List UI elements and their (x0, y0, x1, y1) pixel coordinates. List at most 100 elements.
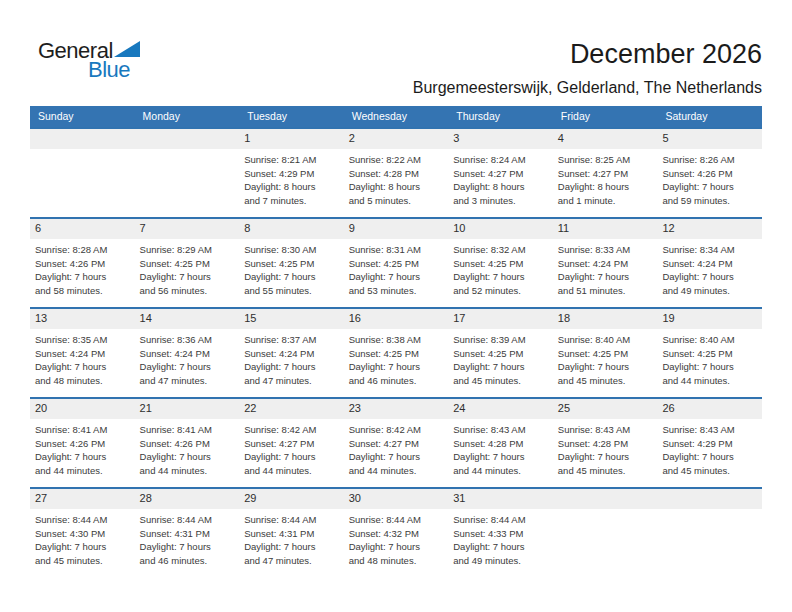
sunrise-text: Sunrise: 8:40 AM (662, 333, 759, 347)
sunset-text: Sunset: 4:25 PM (662, 347, 759, 361)
daylight-text-line2: and 47 minutes. (244, 374, 341, 388)
calendar-week-row: 6Sunrise: 8:28 AMSunset: 4:26 PMDaylight… (30, 218, 762, 308)
day-details: Sunrise: 8:38 AMSunset: 4:25 PMDaylight:… (344, 329, 449, 387)
daylight-text-line2: and 52 minutes. (453, 284, 550, 298)
calendar-day-cell: 6Sunrise: 8:28 AMSunset: 4:26 PMDaylight… (30, 218, 135, 308)
sunrise-text: Sunrise: 8:43 AM (453, 423, 550, 437)
calendar-week-row: 13Sunrise: 8:35 AMSunset: 4:24 PMDayligh… (30, 308, 762, 398)
day-details (135, 149, 240, 153)
sunrise-text: Sunrise: 8:35 AM (35, 333, 132, 347)
daylight-text-line2: and 48 minutes. (35, 374, 132, 388)
sunrise-text: Sunrise: 8:30 AM (244, 243, 341, 257)
daylight-text-line1: Daylight: 7 hours (662, 450, 759, 464)
daylight-text-line2: and 1 minute. (558, 194, 655, 208)
logo-text-blue: Blue (88, 59, 140, 81)
sunset-text: Sunset: 4:25 PM (453, 257, 550, 271)
day-number: 12 (657, 219, 762, 239)
general-blue-logo: General Blue (38, 40, 140, 81)
day-number: 22 (239, 399, 344, 419)
day-details: Sunrise: 8:32 AMSunset: 4:25 PMDaylight:… (448, 239, 553, 297)
daylight-text-line2: and 44 minutes. (662, 374, 759, 388)
sunset-text: Sunset: 4:27 PM (244, 437, 341, 451)
daylight-text-line1: Daylight: 8 hours (349, 180, 446, 194)
sunrise-text: Sunrise: 8:44 AM (453, 513, 550, 527)
calendar-day-cell: 22Sunrise: 8:42 AMSunset: 4:27 PMDayligh… (239, 398, 344, 488)
sunset-text: Sunset: 4:24 PM (244, 347, 341, 361)
daylight-text-line1: Daylight: 7 hours (349, 270, 446, 284)
title-block: December 2026 Burgemeesterswijk, Gelderl… (413, 40, 762, 97)
day-number: 31 (448, 489, 553, 509)
sunset-text: Sunset: 4:28 PM (453, 437, 550, 451)
sunset-text: Sunset: 4:33 PM (453, 527, 550, 541)
day-details: Sunrise: 8:29 AMSunset: 4:25 PMDaylight:… (135, 239, 240, 297)
sunset-text: Sunset: 4:25 PM (349, 347, 446, 361)
sunrise-text: Sunrise: 8:44 AM (35, 513, 132, 527)
daylight-text-line2: and 49 minutes. (453, 554, 550, 568)
sunset-text: Sunset: 4:29 PM (244, 167, 341, 181)
daylight-text-line2: and 49 minutes. (662, 284, 759, 298)
daylight-text-line1: Daylight: 7 hours (244, 270, 341, 284)
daylight-text-line2: and 44 minutes. (453, 464, 550, 478)
day-details: Sunrise: 8:37 AMSunset: 4:24 PMDaylight:… (239, 329, 344, 387)
calendar-body: 1Sunrise: 8:21 AMSunset: 4:29 PMDaylight… (30, 128, 762, 577)
calendar-day-cell: 5Sunrise: 8:26 AMSunset: 4:26 PMDaylight… (657, 128, 762, 218)
day-number: 19 (657, 309, 762, 329)
day-number: 5 (657, 129, 762, 149)
calendar-day-cell (553, 488, 658, 577)
calendar-day-cell: 21Sunrise: 8:41 AMSunset: 4:26 PMDayligh… (135, 398, 240, 488)
daylight-text-line1: Daylight: 7 hours (453, 540, 550, 554)
daylight-text-line1: Daylight: 7 hours (453, 270, 550, 284)
sunset-text: Sunset: 4:24 PM (558, 257, 655, 271)
day-number: 9 (344, 219, 449, 239)
daylight-text-line2: and 45 minutes. (558, 464, 655, 478)
day-number: 7 (135, 219, 240, 239)
daylight-text-line1: Daylight: 7 hours (35, 270, 132, 284)
day-details: Sunrise: 8:31 AMSunset: 4:25 PMDaylight:… (344, 239, 449, 297)
calendar-day-cell: 10Sunrise: 8:32 AMSunset: 4:25 PMDayligh… (448, 218, 553, 308)
sunrise-text: Sunrise: 8:41 AM (140, 423, 237, 437)
daylight-text-line2: and 48 minutes. (349, 554, 446, 568)
calendar-week-row: 1Sunrise: 8:21 AMSunset: 4:29 PMDaylight… (30, 128, 762, 218)
calendar-day-cell: 25Sunrise: 8:43 AMSunset: 4:28 PMDayligh… (553, 398, 658, 488)
daylight-text-line1: Daylight: 7 hours (558, 270, 655, 284)
calendar-day-cell: 26 Sunrise: 8:43 AMSunset: 4:29 PMDayligh… (657, 398, 762, 488)
sunrise-text: Sunrise: 8:36 AM (140, 333, 237, 347)
day-details: Sunrise: 8:40 AMSunset: 4:25 PMDaylight:… (657, 329, 762, 387)
calendar-day-cell: 7Sunrise: 8:29 AMSunset: 4:25 PMDaylight… (135, 218, 240, 308)
daylight-text-line2: and 44 minutes. (35, 464, 132, 478)
calendar-day-cell: 9Sunrise: 8:31 AMSunset: 4:25 PMDaylight… (344, 218, 449, 308)
daylight-text-line2: and 44 minutes. (349, 464, 446, 478)
day-number: 4 (553, 129, 658, 149)
day-details: Sunrise: 8:44 AMSunset: 4:33 PMDaylight:… (448, 509, 553, 567)
sunset-text: Sunset: 4:26 PM (140, 437, 237, 451)
calendar-day-cell: 16Sunrise: 8:38 AMSunset: 4:25 PMDayligh… (344, 308, 449, 398)
day-number (135, 129, 240, 149)
daylight-text-line1: Daylight: 7 hours (140, 270, 237, 284)
day-details: Sunrise: 8:41 AMSunset: 4:26 PMDaylight:… (135, 419, 240, 477)
daylight-text-line1: Daylight: 7 hours (453, 450, 550, 464)
daylight-text-line2: and 44 minutes. (244, 464, 341, 478)
day-number: 3 (448, 129, 553, 149)
day-number: 20 (30, 399, 135, 419)
sunset-text: Sunset: 4:29 PM (662, 437, 759, 451)
calendar-day-cell: 19Sunrise: 8:40 AMSunset: 4:25 PMDayligh… (657, 308, 762, 398)
day-details (553, 509, 658, 513)
day-number: 28 (135, 489, 240, 509)
sunset-text: Sunset: 4:25 PM (558, 347, 655, 361)
sunset-text: Sunset: 4:30 PM (35, 527, 132, 541)
sunset-text: Sunset: 4:24 PM (662, 257, 759, 271)
calendar-day-cell: 17Sunrise: 8:39 AMSunset: 4:25 PMDayligh… (448, 308, 553, 398)
sunrise-text: Sunrise: 8:43 AM (662, 423, 759, 437)
daylight-text-line2: and 59 minutes. (662, 194, 759, 208)
sunset-text: Sunset: 4:24 PM (140, 347, 237, 361)
calendar-day-cell: 3Sunrise: 8:24 AMSunset: 4:27 PMDaylight… (448, 128, 553, 218)
calendar-page: General Blue December 2026 Burgemeesters… (0, 0, 792, 612)
day-number: 29 (239, 489, 344, 509)
day-number: 21 (135, 399, 240, 419)
sunset-text: Sunset: 4:28 PM (349, 167, 446, 181)
day-details: Sunrise: 8:22 AMSunset: 4:28 PMDaylight:… (344, 149, 449, 207)
sunrise-text: Sunrise: 8:25 AM (558, 153, 655, 167)
day-details: Sunrise: 8:41 AMSunset: 4:26 PMDaylight:… (30, 419, 135, 477)
day-number: 26 (657, 399, 762, 419)
day-details: Sunrise: 8:44 AMSunset: 4:31 PMDaylight:… (135, 509, 240, 567)
